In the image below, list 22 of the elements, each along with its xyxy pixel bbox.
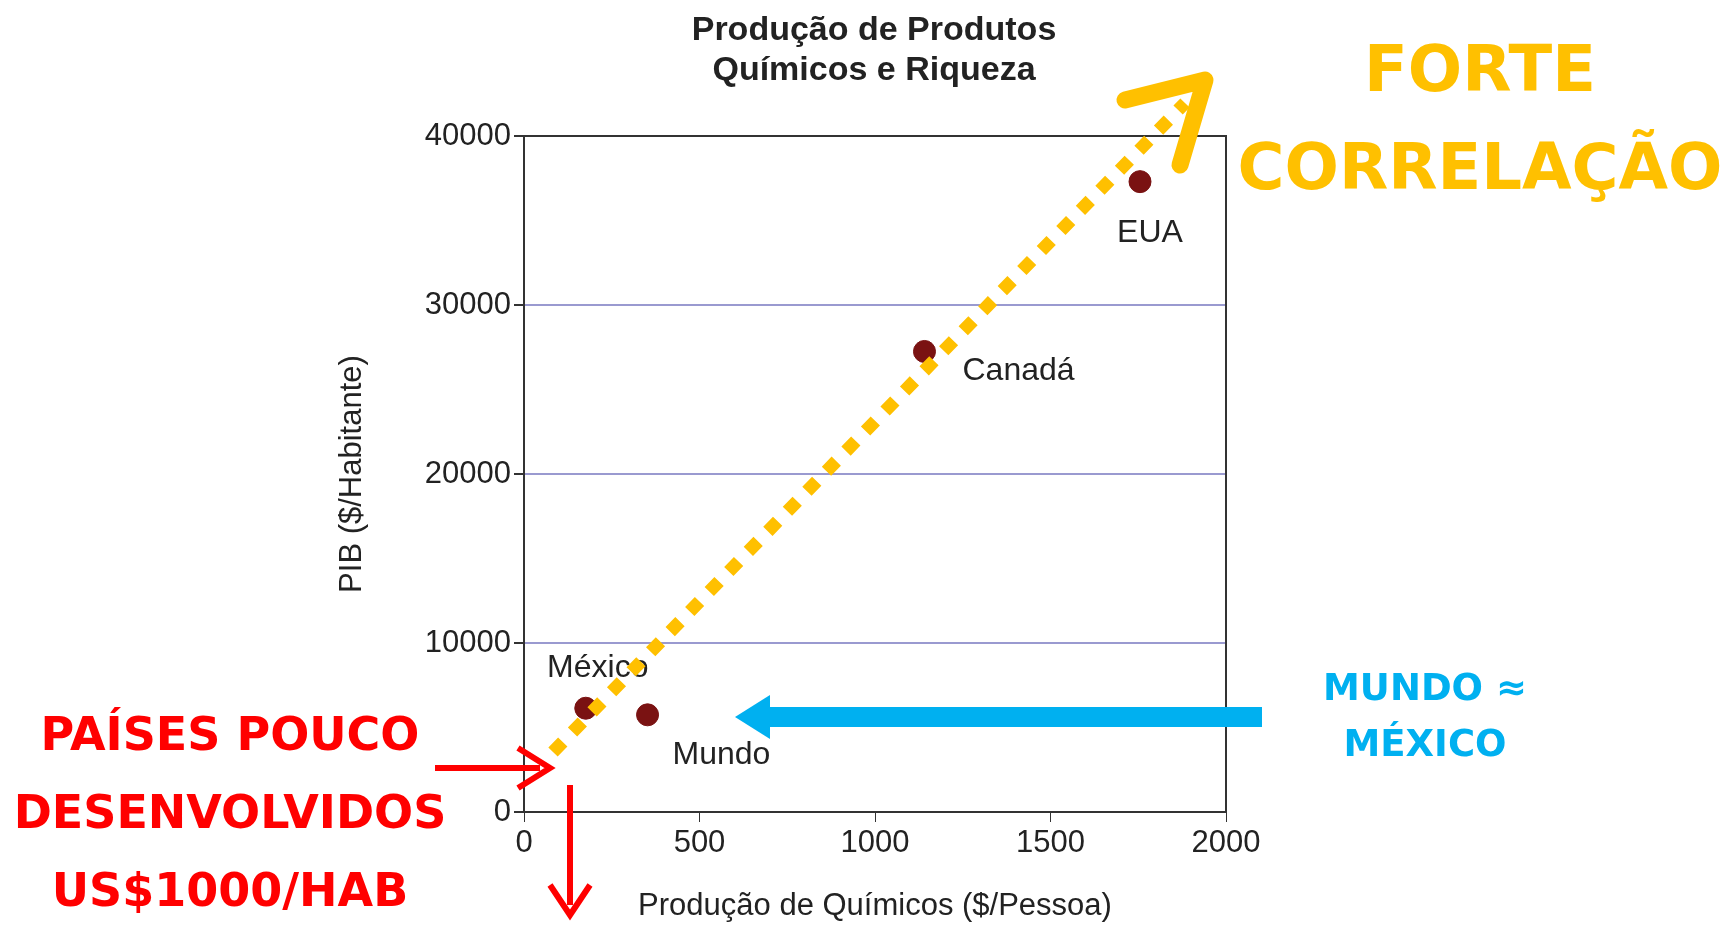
x-tick-label: 1000 (840, 824, 910, 860)
y-tick-label: 10000 (424, 623, 511, 659)
x-tick-label: 1500 (1016, 824, 1085, 860)
y-tick-label: 30000 (424, 285, 511, 321)
annotation: Mundo (672, 734, 771, 771)
annotation: EUA (1117, 213, 1184, 250)
y-tick-label: 20000 (424, 454, 511, 490)
text: MUNDO ≈ MÉXICO (1322, 665, 1528, 767)
x-axis-title: Produção de Químicos ($/Pessoa) (638, 886, 1112, 922)
point (912, 339, 936, 363)
text: PAÍSES POUCO DESENVOLVIDOS US$1000/HAB (12, 706, 448, 919)
point (1128, 170, 1152, 194)
x-tick-label: 2000 (1191, 824, 1261, 860)
text: FORTE CORRELAÇÃO (1236, 31, 1724, 206)
chart-title: Produção de Produtos Químicos e Riqueza (690, 8, 1058, 88)
point (636, 703, 660, 727)
x-tick-label: 500 (673, 824, 726, 860)
x-tick-label: 0 (515, 824, 533, 860)
annotation: Canadá (962, 351, 1075, 388)
y-axis-title: PIB ($/Habitante) (333, 355, 369, 593)
y-tick-label: 40000 (424, 116, 511, 152)
y-tick-label: 0 (493, 792, 511, 828)
